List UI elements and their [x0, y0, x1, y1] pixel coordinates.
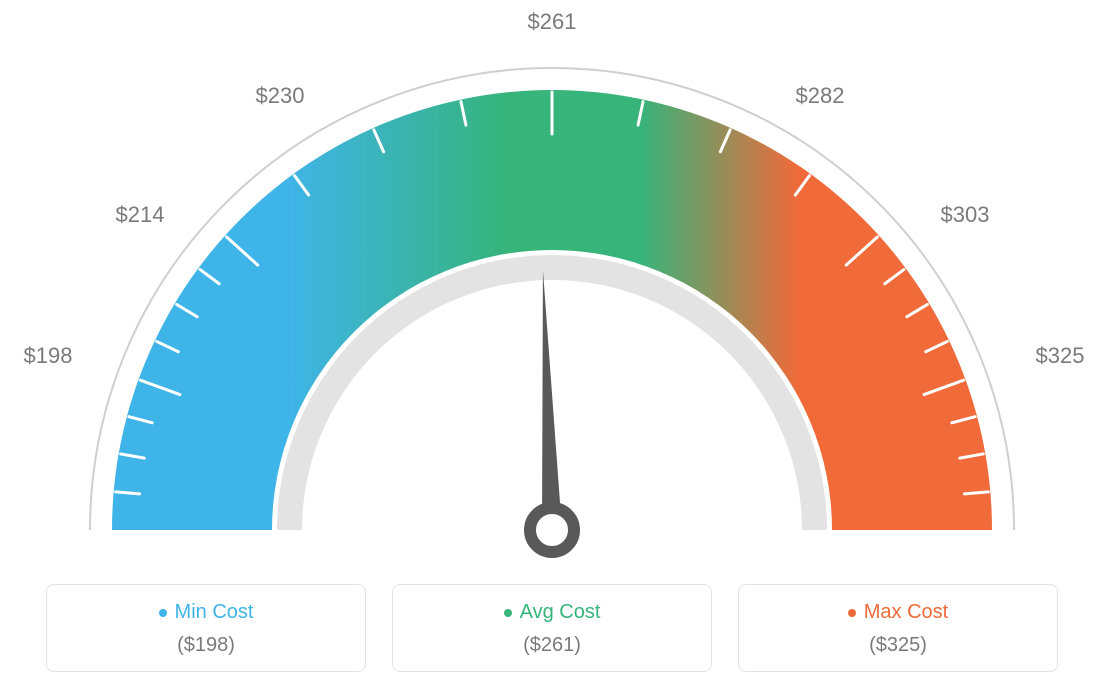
legend-value-avg: ($261) [403, 634, 701, 657]
gauge-container: $198 $214 $230 $261 $282 $303 $325 [0, 0, 1104, 560]
gauge-tick-label: $230 [256, 83, 305, 109]
legend-value-max: ($325) [749, 634, 1047, 657]
gauge-tick-label: $198 [24, 343, 73, 369]
legend-title-max: Max Cost [749, 601, 1047, 624]
legend-card-max: Max Cost ($325) [738, 584, 1058, 672]
gauge-svg [0, 0, 1104, 560]
legend-card-min: Min Cost ($198) [46, 584, 366, 672]
legend-card-avg: Avg Cost ($261) [392, 584, 712, 672]
legend-dot-avg [504, 609, 512, 617]
legend-title-min: Min Cost [57, 601, 355, 624]
gauge-tick-label: $261 [528, 9, 577, 35]
legend-row: Min Cost ($198) Avg Cost ($261) Max Cost… [0, 584, 1104, 672]
legend-dot-max [848, 609, 856, 617]
gauge-tick-label: $325 [1036, 343, 1085, 369]
gauge-tick-label: $303 [941, 202, 990, 228]
gauge-tick [964, 492, 988, 494]
gauge-tick-label: $214 [116, 202, 165, 228]
gauge-tick [116, 492, 140, 494]
legend-title-min-text: Min Cost [175, 601, 254, 624]
legend-title-max-text: Max Cost [864, 601, 948, 624]
legend-title-avg: Avg Cost [403, 601, 701, 624]
legend-value-min: ($198) [57, 634, 355, 657]
legend-dot-min [159, 609, 167, 617]
legend-title-avg-text: Avg Cost [520, 601, 601, 624]
gauge-tick-label: $282 [796, 83, 845, 109]
gauge-needle [542, 270, 562, 530]
gauge-needle-hub [530, 508, 574, 552]
